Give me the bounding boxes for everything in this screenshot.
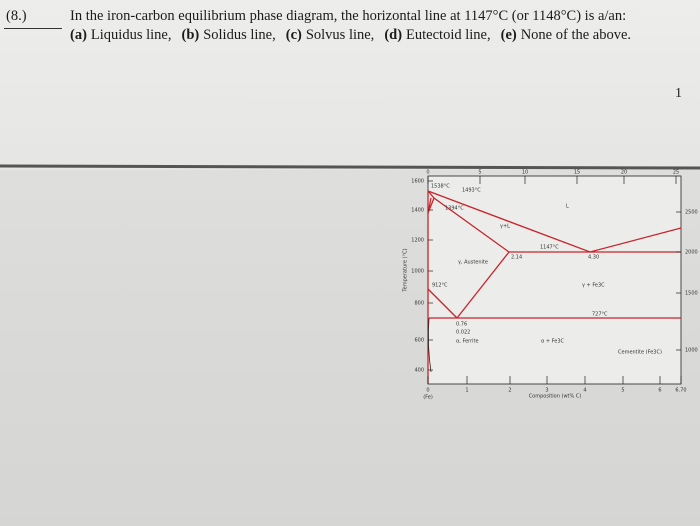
option-label: (b) <box>181 27 200 43</box>
annotation: 4.30 <box>588 255 599 261</box>
option-label: (d) <box>384 27 403 43</box>
top-tick-label: 0 <box>426 170 429 176</box>
x-label: Composition (wt% C) <box>529 394 582 400</box>
annotation: 1147°C <box>540 245 559 251</box>
annotation: 1493°C <box>462 188 481 194</box>
annotation: 2.14 <box>511 255 522 261</box>
question-number: (8.) <box>6 8 27 24</box>
option-text: None of the above. <box>520 27 632 43</box>
option-label: (a) <box>70 27 87 43</box>
annotation: γ + Fe3C <box>582 283 605 289</box>
bottom-tick-label: 0 <box>426 388 429 394</box>
right-tick-label: 2000 <box>685 250 698 256</box>
bottom-tick-label: 4 <box>583 388 586 394</box>
annotation: 1538°C <box>431 184 450 190</box>
right-tick-label: 1000 <box>685 348 698 354</box>
question-text: In the iron-carbon equilibrium phase dia… <box>70 8 627 24</box>
option-text: Solvus line, <box>305 27 375 43</box>
phase-lines <box>427 190 682 384</box>
annotation: Cementite (Fe3C) <box>618 350 662 356</box>
bottom-tick-label: 2 <box>508 388 511 394</box>
annotation: 727°C <box>592 312 608 318</box>
option-label: (e) <box>500 27 517 43</box>
bottom-tick-label: 6 <box>658 388 661 394</box>
page-number: 1 <box>675 86 682 101</box>
left-tick-label: 1400 <box>411 208 424 214</box>
top-tick-label: 5 <box>478 170 481 176</box>
annotation: γ+L <box>500 224 510 230</box>
bottom-tick-label: 3 <box>545 388 548 394</box>
option-text: Liquidus line, <box>90 27 172 43</box>
options: (a) Liquidus line, (b) Solidus line, (c) Solv… <box>70 27 641 44</box>
y-label: Temperature (°C) <box>403 248 409 292</box>
edge <box>0 164 700 170</box>
top-tick-label: 10 <box>522 170 528 176</box>
underline <box>4 28 62 29</box>
annotation: 0.022 <box>456 330 470 336</box>
bottom-tick-label: 6.70 <box>675 388 686 394</box>
top-tick-label: 25 <box>673 170 679 176</box>
plot-frame <box>427 175 682 385</box>
left-tick-label: 800 <box>414 301 424 307</box>
solvus-alpha <box>427 317 432 373</box>
annotation: 912°C <box>432 283 448 289</box>
top-tick-label: 20 <box>621 170 627 176</box>
option-text: Solidus line, <box>203 27 276 43</box>
right-tick-label: 2500 <box>685 210 698 216</box>
left-tick-label: 400 <box>414 368 424 374</box>
annotation: 1394°C <box>445 206 464 212</box>
option-text: Eutectoid line, <box>406 27 491 43</box>
annotation: α, Ferrite <box>456 339 479 345</box>
left-tick-label: 1600 <box>411 179 424 185</box>
left-tick-label: 1000 <box>411 269 424 275</box>
acm-line <box>456 251 510 319</box>
annotation: γ, Austenite <box>458 260 488 266</box>
left-tick-label: 600 <box>414 338 424 344</box>
bottom-tick-label: 5 <box>621 388 624 394</box>
annotation: 0.76 <box>456 322 467 328</box>
right-tick-label: 1500 <box>685 291 698 297</box>
annotation: L <box>566 204 569 210</box>
a3-line <box>427 288 458 319</box>
annotation: α + Fe3C <box>541 339 565 345</box>
top-tick-label: 15 <box>574 170 580 176</box>
bottom-sub: (Fe) <box>423 395 433 401</box>
figure-labels: 0 5 10 15 20 25160014001200100080060040025002… <box>403 170 698 401</box>
option-label: (c) <box>285 27 302 43</box>
bottom-tick-label: 1 <box>465 388 468 394</box>
left-tick-label: 1200 <box>411 238 424 244</box>
